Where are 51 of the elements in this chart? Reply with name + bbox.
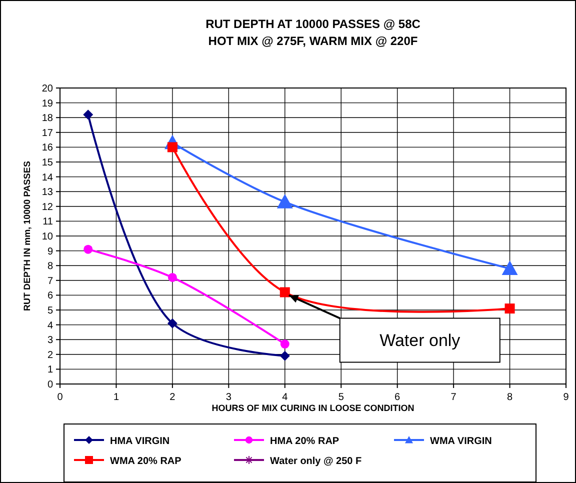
- y-tick-label: 0: [47, 380, 54, 390]
- y-tick-label: 10: [42, 232, 54, 242]
- x-tick-label: 8: [506, 392, 513, 403]
- point: [280, 287, 290, 298]
- y-tick-label: 7: [47, 276, 54, 287]
- x-tick-label: 0: [57, 392, 64, 403]
- y-tick-label: 15: [42, 158, 54, 168]
- y-tick-label: 12: [42, 202, 54, 213]
- point: [276, 194, 293, 208]
- y-tick-label: 4: [47, 320, 54, 332]
- point: [83, 110, 94, 120]
- y-tick-label: 11: [42, 216, 54, 228]
- y-axis-title: RUT DEPTH IN mm, 10000 PASSES: [22, 161, 32, 311]
- x-tick-label: 2: [170, 392, 176, 403]
- y-tick-label: 9: [47, 246, 54, 258]
- y-tick-label: 20: [42, 84, 54, 94]
- legend-label: Water only @ 250 F: [270, 456, 362, 467]
- x-tick-label: 1: [113, 392, 120, 403]
- x-tick-label: 6: [394, 392, 401, 403]
- x-tick-label: 3: [226, 392, 232, 403]
- point: [168, 272, 177, 282]
- point: [502, 260, 518, 275]
- y-tick-label: 6: [47, 290, 54, 302]
- y-tick-label: 19: [42, 98, 54, 110]
- point: [280, 340, 290, 349]
- x-tick-label: 4: [282, 392, 288, 403]
- point: [280, 350, 290, 361]
- point: [167, 318, 178, 328]
- y-tick-label: 8: [47, 261, 54, 272]
- point: [504, 304, 515, 314]
- point: [84, 244, 93, 254]
- y-tick-label: 17: [42, 128, 54, 139]
- y-tick-label: 3: [47, 335, 54, 346]
- legend-label: WMA VIRGIN: [430, 436, 492, 447]
- y-tick-label: 14: [42, 172, 54, 184]
- y-tick-label: 16: [42, 142, 54, 154]
- y-tick-label: 13: [42, 187, 54, 198]
- y-tick-label: 2: [47, 350, 54, 361]
- chart-title: RUT DEPTH AT 10000 PASSES @ 58C: [206, 17, 421, 31]
- chart-subtitle: HOT MIX @ 275F, WARM MIX @ 220F: [208, 34, 418, 48]
- legend-label: HMA 20% RAP: [270, 436, 340, 447]
- y-tick-label: 5: [47, 306, 54, 316]
- x-axis-title: HOURS OF MIX CURING IN LOOSE CONDITION: [212, 403, 414, 413]
- y-tick-label: 1: [47, 364, 54, 376]
- y-tick-label: 18: [42, 113, 54, 124]
- legend-label: WMA 20% RAP: [110, 456, 182, 467]
- legend-label: HMA VIRGIN: [110, 436, 170, 447]
- annotation: Water only: [380, 331, 461, 350]
- x-tick-label: 7: [450, 392, 457, 403]
- x-tick-label: 9: [563, 392, 570, 403]
- x-tick-label: 5: [338, 392, 344, 403]
